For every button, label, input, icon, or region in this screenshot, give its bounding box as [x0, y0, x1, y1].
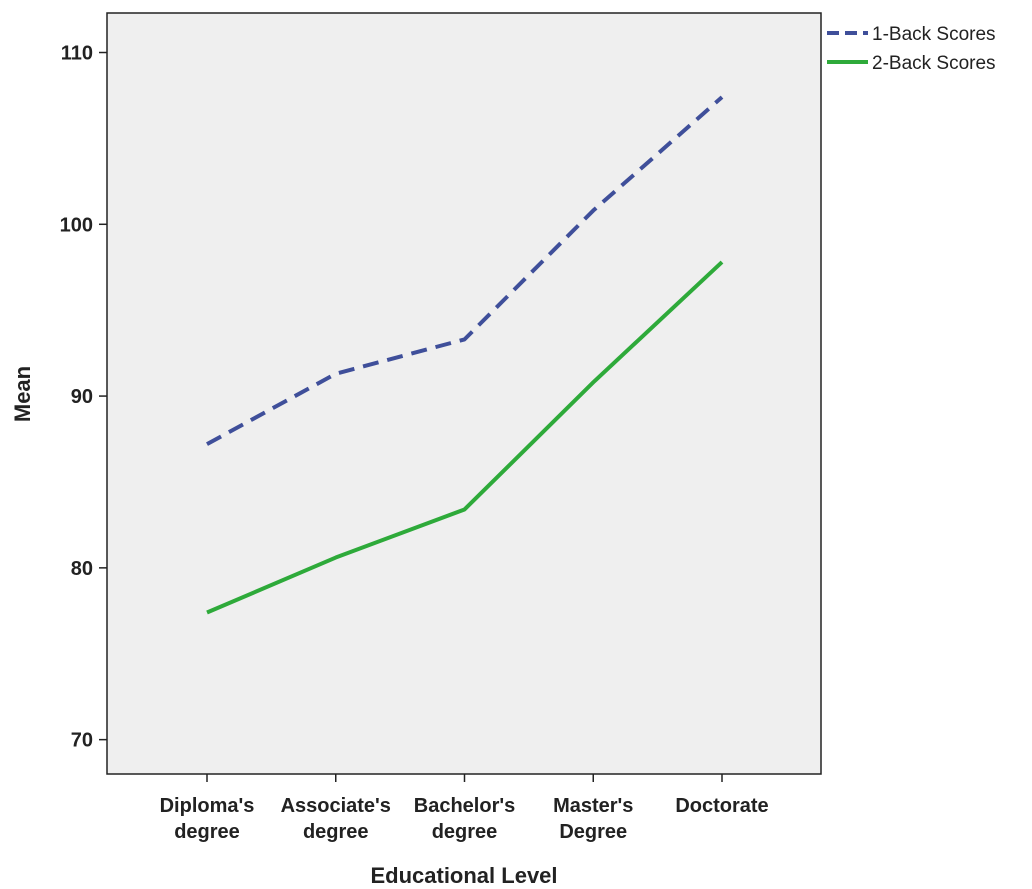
x-tick-label: Master's — [553, 795, 633, 817]
y-tick-label: 80 — [71, 558, 93, 580]
x-tick-label: Diploma's — [160, 795, 255, 817]
x-axis-title: Educational Level — [370, 863, 557, 888]
y-axis: 70 80 90 100 110 — [60, 43, 107, 752]
x-tick-label: degree — [174, 821, 240, 843]
x-axis: Diploma's degree Associate's degree Bachelor… — [160, 774, 769, 843]
legend-label: 1-Back Scores — [872, 24, 996, 45]
series-line-2 — [206, 260, 724, 615]
series-line-1 — [206, 95, 724, 446]
x-tick-label: Degree — [559, 821, 627, 843]
y-tick-label: 70 — [71, 730, 93, 752]
y-tick-label: 100 — [60, 214, 93, 236]
x-tick-label: degree — [303, 821, 369, 843]
x-tick-label: Associate's — [281, 795, 391, 817]
y-axis-title: Mean — [10, 366, 35, 422]
x-tick-label: degree — [432, 821, 498, 843]
x-tick-label: Bachelor's — [414, 795, 515, 817]
y-tick-label: 110 — [61, 43, 93, 65]
legend: 1-Back Scores 2-Back Scores — [827, 24, 996, 74]
x-tick-label: Doctorate — [675, 795, 768, 817]
legend-label: 2-Back Scores — [872, 53, 996, 74]
plot-area — [106, 12, 822, 775]
series-layer — [206, 95, 724, 615]
y-tick-label: 90 — [71, 386, 93, 408]
